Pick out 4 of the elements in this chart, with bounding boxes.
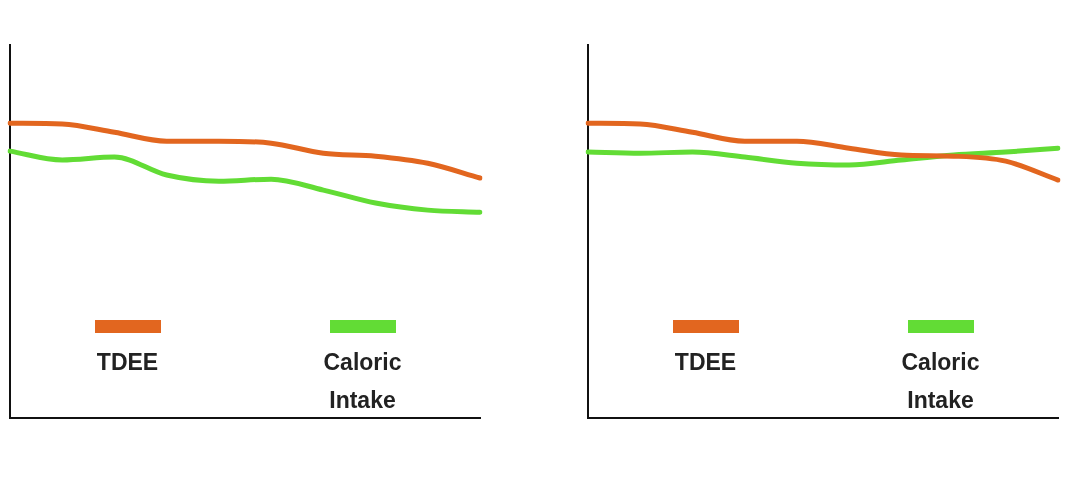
legend-label: TDEE xyxy=(673,348,738,377)
legend-label: TDEE xyxy=(95,348,160,377)
legend-label: Caloric Intake xyxy=(900,348,981,415)
legend-label: Caloric Intake xyxy=(322,348,403,415)
